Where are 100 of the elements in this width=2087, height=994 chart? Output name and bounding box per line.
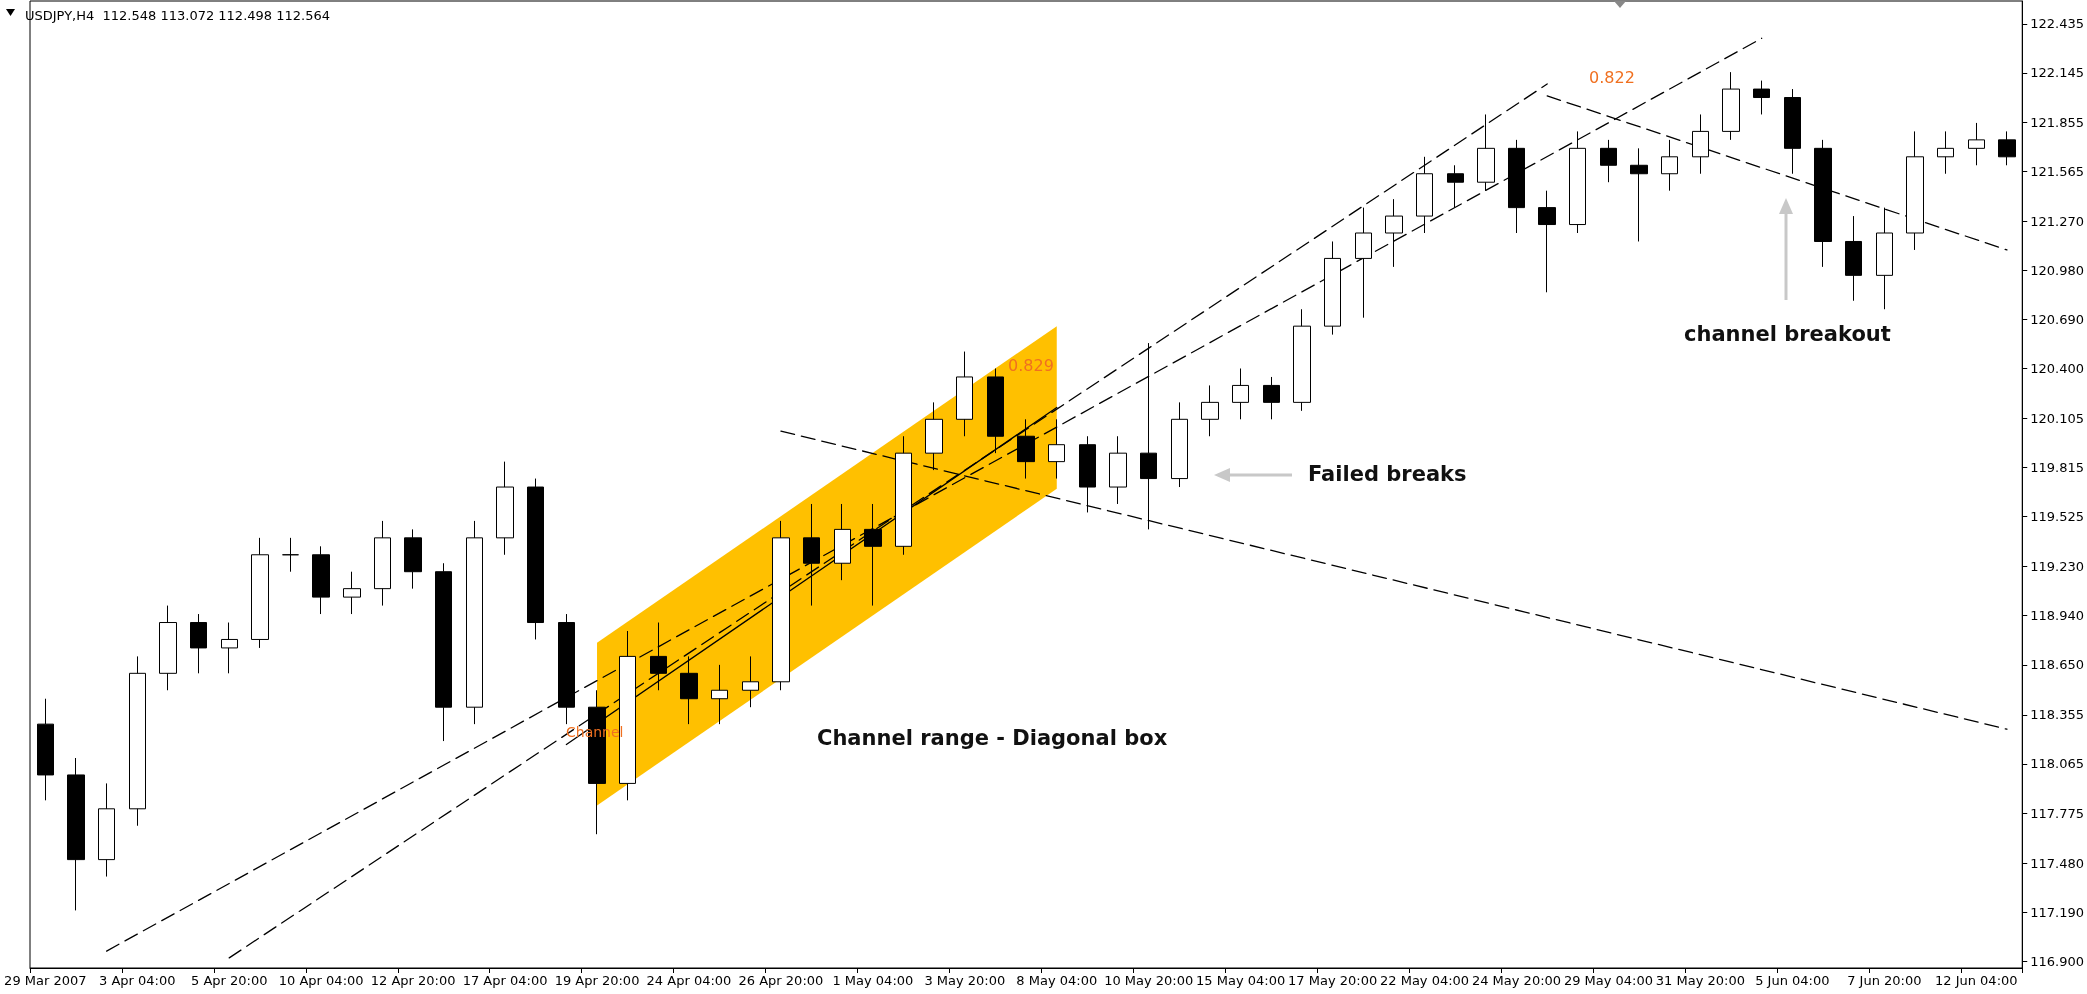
x-tick-label: 1 May 04:00 bbox=[832, 973, 914, 988]
candlestick bbox=[1416, 156, 1433, 234]
x-tick-label: 8 May 04:00 bbox=[1016, 973, 1098, 988]
candlestick bbox=[129, 655, 146, 827]
candlestick bbox=[374, 520, 391, 607]
y-tick-label: 119.525 bbox=[2030, 509, 2085, 525]
candlestick bbox=[1109, 435, 1127, 505]
candlestick bbox=[527, 478, 544, 640]
candlestick bbox=[895, 435, 912, 556]
candlestick bbox=[1293, 308, 1311, 412]
x-tick-label: 26 Apr 20:00 bbox=[738, 973, 824, 988]
candlestick bbox=[711, 664, 728, 725]
candlestick bbox=[1998, 130, 2016, 166]
x-tick-label: 17 Apr 04:00 bbox=[462, 973, 548, 988]
annotation: 0.829 bbox=[1008, 355, 1054, 375]
x-tick-label: 12 Jun 04:00 bbox=[1934, 973, 2018, 988]
x-tick-label: 5 Apr 20:00 bbox=[190, 973, 268, 988]
y-tick-label: 119.815 bbox=[2030, 460, 2085, 476]
candlestick bbox=[190, 613, 207, 674]
y-tick-label: 122.145 bbox=[2030, 65, 2085, 81]
candlestick bbox=[37, 698, 54, 801]
candlestick bbox=[1661, 139, 1678, 192]
candlestick bbox=[558, 613, 575, 725]
x-tick-label: 17 May 20:00 bbox=[1288, 973, 1378, 988]
y-tick-label: 121.270 bbox=[2030, 213, 2085, 229]
x-tick-label: 29 May 04:00 bbox=[1563, 973, 1654, 988]
y-tick-label: 117.190 bbox=[2030, 904, 2085, 920]
candlestick bbox=[343, 571, 361, 615]
candlestick bbox=[1355, 207, 1372, 319]
candlestick bbox=[98, 782, 115, 878]
y-tick-label: 120.980 bbox=[2030, 262, 2085, 278]
candlestick bbox=[1385, 198, 1403, 268]
candlestick bbox=[650, 622, 667, 691]
candlestick bbox=[1477, 113, 1495, 192]
candlestick bbox=[1324, 240, 1341, 336]
annotation: Failed breaks bbox=[1308, 461, 1467, 486]
y-tick-label: 118.065 bbox=[2030, 756, 2085, 772]
y-tick-label: 120.690 bbox=[2030, 311, 2085, 327]
candlestick bbox=[496, 461, 514, 556]
annotation: Channel range - Diagonal box bbox=[817, 725, 1168, 750]
candlestick bbox=[1600, 139, 1617, 183]
candlestick bbox=[1232, 367, 1249, 420]
x-tick-label: 10 May 20:00 bbox=[1104, 973, 1194, 988]
candlestick bbox=[1692, 113, 1709, 175]
candlestick bbox=[67, 757, 85, 911]
x-tick-label: 7 Jun 20:00 bbox=[1847, 973, 1922, 988]
candlestick bbox=[1508, 139, 1525, 234]
y-tick-label: 120.105 bbox=[2030, 410, 2085, 426]
candlestick bbox=[834, 503, 851, 581]
y-tick-label: 120.400 bbox=[2030, 360, 2085, 376]
x-tick-label: 22 May 04:00 bbox=[1379, 973, 1470, 988]
text: USDJPY,H4 112.548 113.072 112.498 112.564 bbox=[25, 8, 330, 23]
candlestick bbox=[1722, 71, 1740, 141]
candlestick bbox=[742, 655, 759, 708]
y-tick-label: 117.775 bbox=[2030, 805, 2085, 821]
candlestick bbox=[282, 537, 299, 573]
x-tick-label: 29 Mar 2007 bbox=[4, 973, 87, 988]
candlestick bbox=[1845, 215, 1862, 302]
candlestick bbox=[435, 562, 452, 742]
x-tick-label: 31 May 20:00 bbox=[1655, 973, 1745, 988]
candlestick bbox=[221, 622, 238, 674]
x-tick-label: 24 Apr 04:00 bbox=[646, 973, 732, 988]
candlestick bbox=[1538, 190, 1556, 293]
x-tick-label: 10 Apr 04:00 bbox=[278, 973, 364, 988]
x-tick-label: 15 May 04:00 bbox=[1196, 973, 1286, 988]
candlestick bbox=[680, 655, 698, 725]
x-tick-label: 19 Apr 20:00 bbox=[554, 973, 640, 988]
x-tick-label: 3 Apr 04:00 bbox=[99, 973, 176, 988]
y-tick-label: 121.855 bbox=[2030, 114, 2085, 130]
candlestick bbox=[1569, 130, 1586, 234]
candlestick bbox=[772, 520, 790, 691]
y-tick-label: 121.565 bbox=[2030, 163, 2085, 179]
x-tick-label: 5 Jun 04:00 bbox=[1755, 973, 1830, 988]
candlestick bbox=[466, 520, 483, 725]
x-tick-label: 12 Apr 20:00 bbox=[370, 973, 456, 988]
candlestick bbox=[404, 528, 422, 590]
y-tick-label: 117.480 bbox=[2030, 855, 2085, 871]
candlestick bbox=[1784, 88, 1801, 175]
candlestick bbox=[956, 351, 973, 437]
candlestick bbox=[1968, 122, 1985, 166]
candlestick bbox=[1263, 376, 1280, 420]
y-tick-label: 122.435 bbox=[2030, 16, 2085, 32]
candlestick bbox=[251, 537, 269, 649]
annotation: 0.822 bbox=[1589, 67, 1635, 87]
candlestick bbox=[312, 545, 330, 615]
annotation: Channel bbox=[566, 724, 624, 740]
y-tick-label: 118.940 bbox=[2030, 608, 2085, 624]
candlestick bbox=[803, 503, 820, 607]
candlestick bbox=[1753, 80, 1770, 115]
x-tick-label: 3 May 20:00 bbox=[924, 973, 1006, 988]
y-tick-label: 118.650 bbox=[2030, 657, 2085, 673]
annotation: channel breakout bbox=[1684, 321, 1891, 346]
y-tick-label: 118.355 bbox=[2030, 707, 2085, 723]
candlestick bbox=[159, 605, 177, 691]
candlestick bbox=[1630, 147, 1648, 242]
candlestick bbox=[1171, 401, 1188, 488]
candlestick bbox=[1079, 435, 1096, 513]
candlestick bbox=[1048, 418, 1065, 480]
y-tick-label: 116.900 bbox=[2030, 953, 2085, 969]
candlestick bbox=[1937, 130, 1954, 175]
